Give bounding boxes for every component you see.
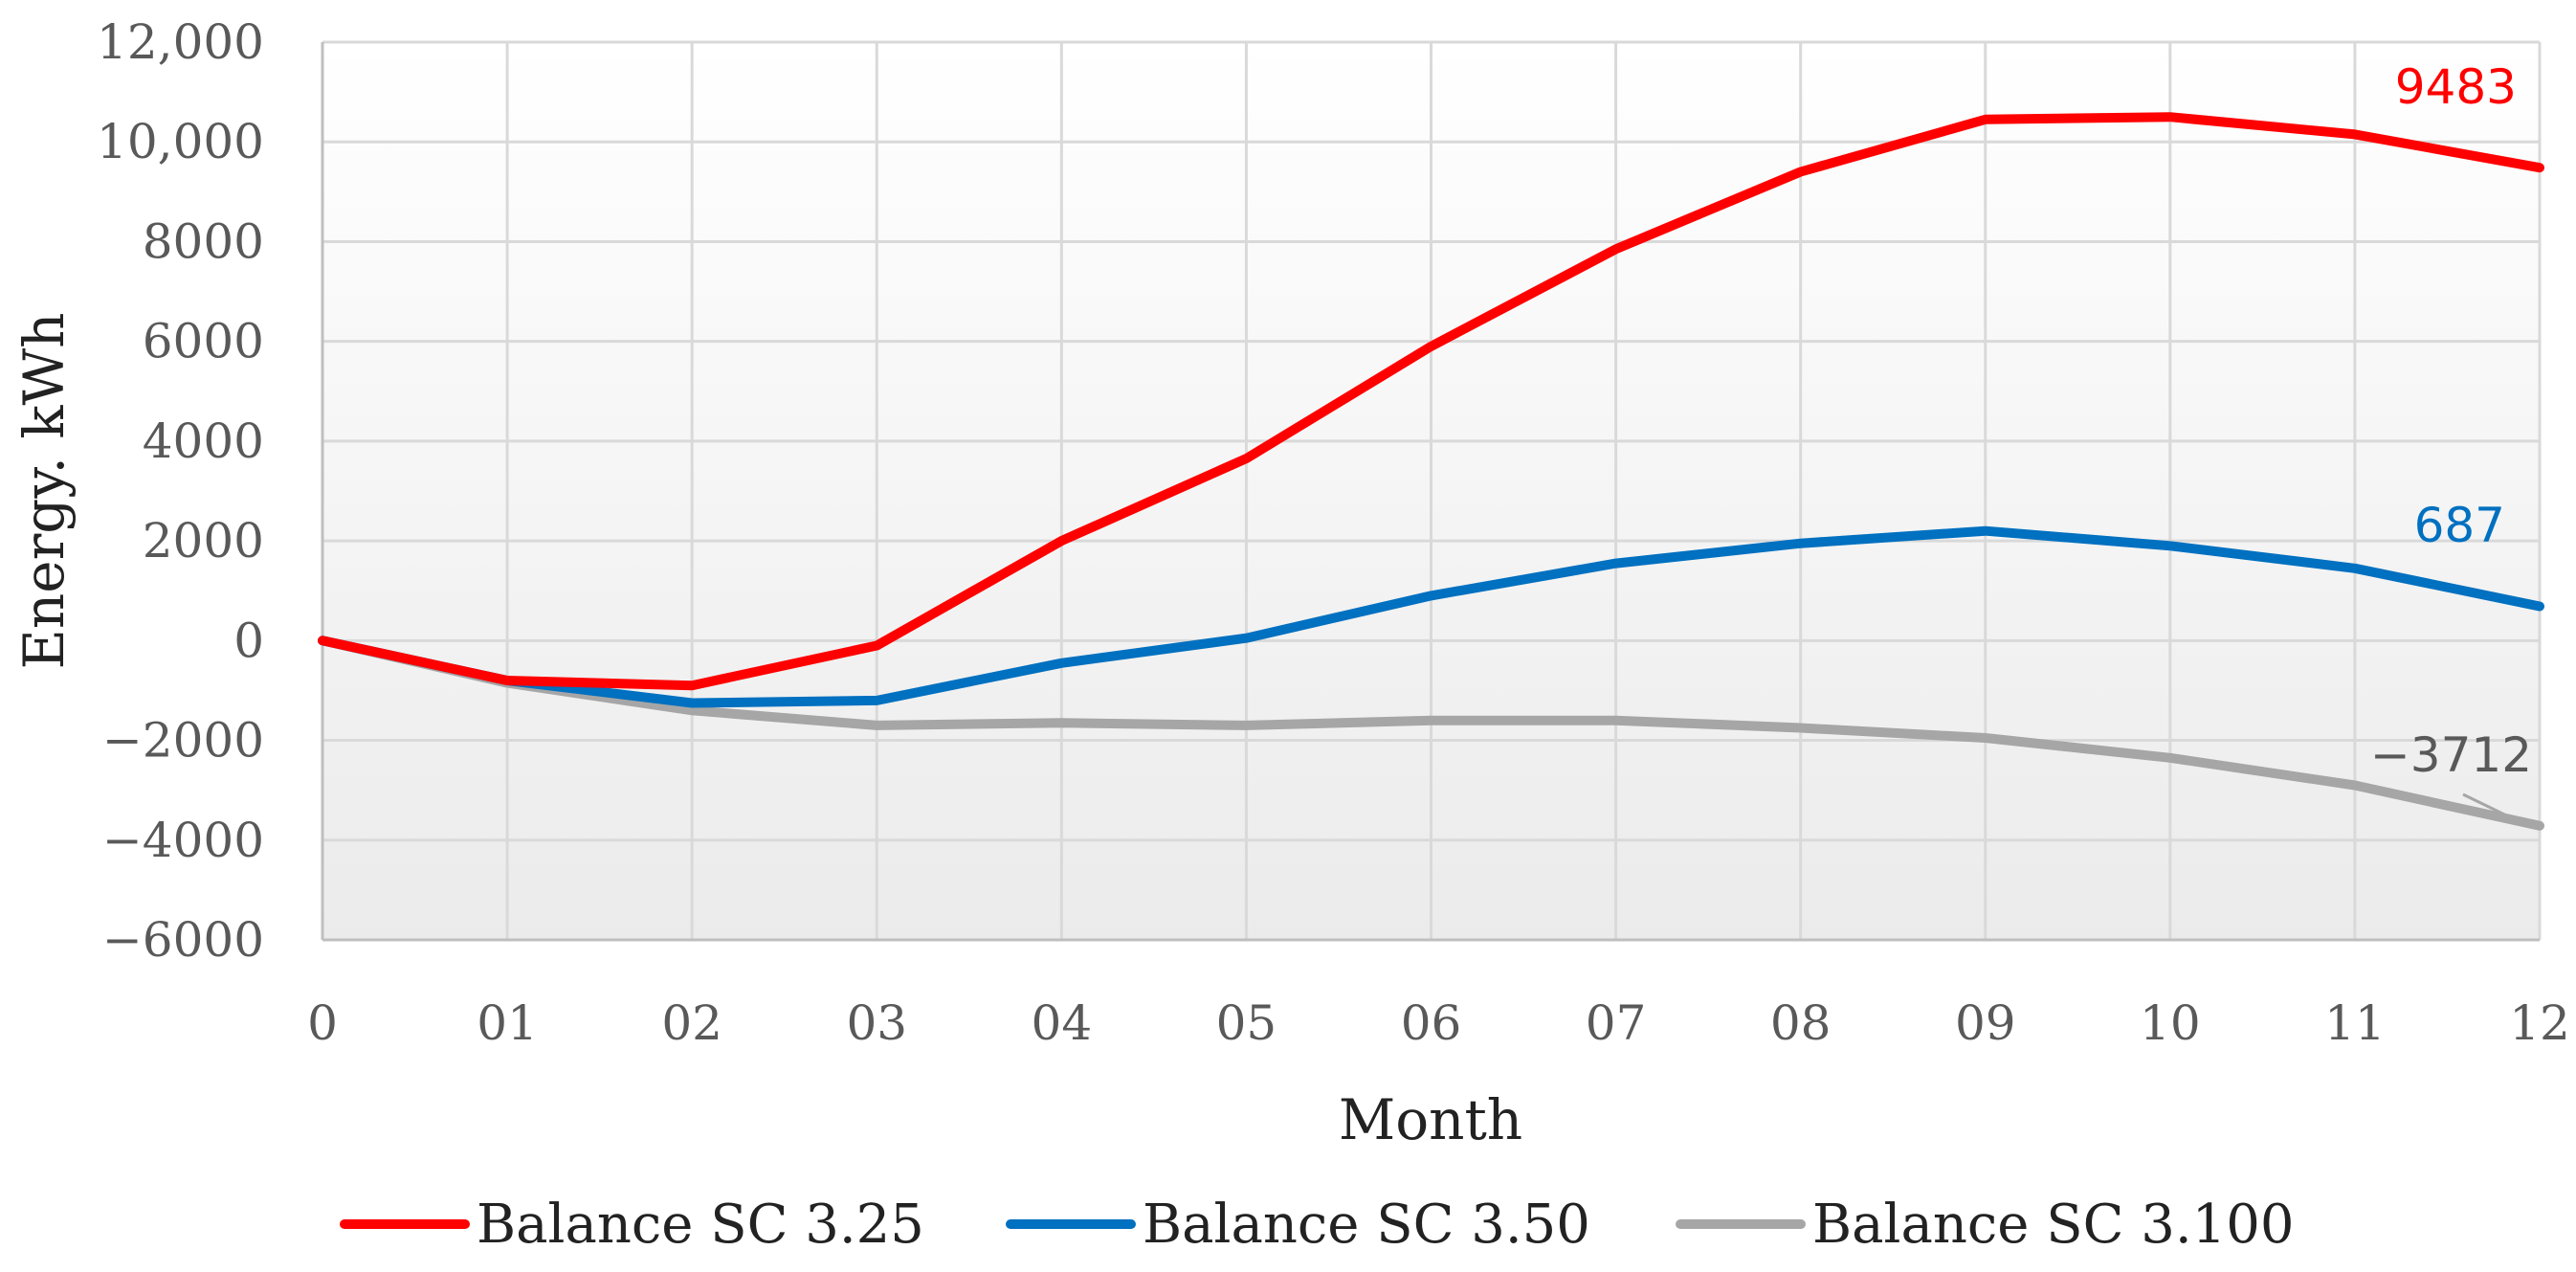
legend-label: Balance SC 3.25: [477, 1194, 924, 1256]
series-line-balance-sc-3-50: [318, 525, 2544, 708]
x-tick-label: 09: [1955, 995, 2016, 1051]
x-tick-label: 02: [661, 995, 722, 1051]
legend-label: Balance SC 3.100: [1812, 1194, 2295, 1256]
x-tick-label: 08: [1770, 995, 1832, 1051]
x-axis-title: Month: [1339, 1087, 1522, 1152]
x-tick-label: 07: [1586, 995, 1647, 1051]
y-tick-label: 0: [233, 613, 264, 668]
x-tick-label: 12: [2509, 995, 2570, 1051]
y-tick-label: 10,000: [97, 114, 264, 169]
y-tick-label: 2000: [143, 513, 264, 569]
y-tick-label: −6000: [102, 912, 264, 968]
label-leader-line: [2462, 792, 2531, 829]
series-line-balance-sc-3-100: [318, 636, 2544, 831]
x-tick-label: 10: [2140, 995, 2201, 1051]
y-tick-label: −2000: [102, 713, 264, 769]
x-tick-label: 11: [2324, 995, 2386, 1051]
x-tick-label: 06: [1401, 995, 1462, 1051]
x-tick-label: 05: [1216, 995, 1277, 1051]
legend: Balance SC 3.25 Balance SC 3.50 Balance SC…: [340, 1194, 2295, 1256]
y-tick-label: 4000: [143, 413, 264, 469]
y-tick-label: −4000: [102, 813, 264, 868]
y-tick-label: 6000: [143, 314, 264, 369]
axes: [321, 42, 2540, 942]
y-axis-title: Energy. kWh: [11, 313, 77, 670]
series-lines: [318, 112, 2544, 831]
y-tick-labels: 12,000 10,000 8000 6000 4000 2000 0 −2000 −4000 −…: [97, 14, 264, 968]
gridlines: [322, 40, 2542, 940]
end-labels: 9483 687 −3712: [2370, 59, 2532, 829]
y-tick-label: 8000: [143, 213, 264, 269]
end-data-label: 9483: [2395, 59, 2517, 115]
end-data-label: 687: [2414, 498, 2505, 553]
end-data-label: −3712: [2370, 727, 2532, 783]
x-tick-label: 0: [307, 995, 338, 1051]
x-tick-label: 01: [477, 995, 538, 1051]
legend-label: Balance SC 3.50: [1143, 1194, 1590, 1256]
y-tick-label: 12,000: [97, 14, 264, 70]
x-tick-label: 04: [1032, 995, 1093, 1051]
x-tick-labels: 0 01 02 03 04 05 06 07 08 09 10 11 12: [307, 995, 2570, 1051]
x-tick-label: 03: [846, 995, 907, 1051]
series-line-balance-sc-3-25: [318, 112, 2544, 691]
